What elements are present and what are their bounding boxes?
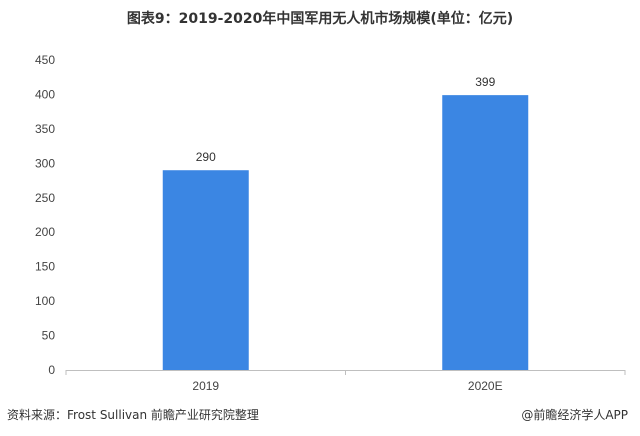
y-tick-label: 250 <box>35 191 55 205</box>
y-tick-label: 50 <box>42 329 56 343</box>
y-tick-label: 350 <box>35 122 55 136</box>
chart-title: 图表9：2019-2020年中国军用无人机市场规模(单位：亿元) <box>126 11 514 27</box>
bars: 290 399 <box>162 75 529 370</box>
y-tick-label: 0 <box>48 363 55 377</box>
y-tick-label: 400 <box>35 87 55 101</box>
data-label-2020E: 399 <box>475 75 495 89</box>
y-tick-label: 450 <box>35 53 55 67</box>
y-axis: 0 50 100 150 200 250 300 350 400 450 <box>35 53 55 377</box>
y-tick-label: 100 <box>35 294 55 308</box>
x-axis: 2019 2020E <box>65 370 626 393</box>
brand-mark: @前瞻经济学人APP <box>521 408 628 422</box>
data-label-2019: 290 <box>196 150 216 164</box>
y-tick-label: 200 <box>35 225 55 239</box>
x-tick-label-2019: 2019 <box>192 379 219 393</box>
x-tick-label-2020E: 2020E <box>468 379 503 393</box>
y-tick-label: 300 <box>35 156 55 170</box>
bar-2020E <box>442 95 529 370</box>
y-tick-label: 150 <box>35 260 55 274</box>
source-note: 资料来源：Frost Sullivan 前瞻产业研究院整理 <box>7 408 259 422</box>
bar-2019 <box>162 170 249 370</box>
